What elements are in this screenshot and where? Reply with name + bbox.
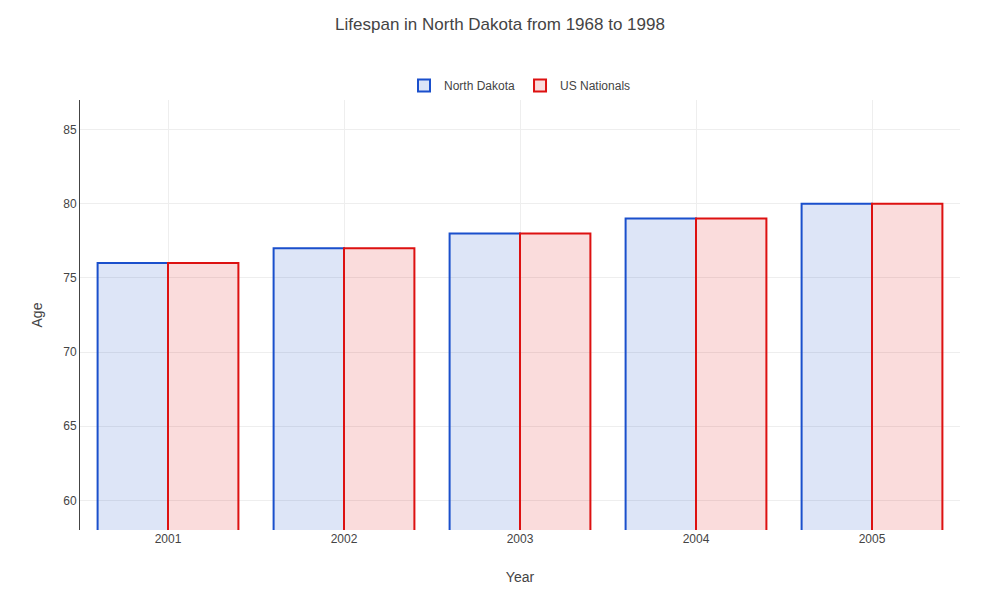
svg-text:Lifespan in North Dakota from: Lifespan in North Dakota from 1968 to 19… bbox=[335, 15, 665, 34]
svg-text:2002: 2002 bbox=[331, 532, 358, 546]
svg-text:2004: 2004 bbox=[683, 532, 710, 546]
svg-text:80: 80 bbox=[63, 197, 77, 211]
svg-text:2005: 2005 bbox=[859, 532, 886, 546]
svg-text:70: 70 bbox=[63, 345, 77, 359]
svg-text:75: 75 bbox=[63, 271, 77, 285]
svg-text:Age: Age bbox=[29, 302, 45, 327]
svg-text:2001: 2001 bbox=[155, 532, 182, 546]
svg-text:85: 85 bbox=[63, 123, 77, 137]
svg-text:60: 60 bbox=[63, 494, 77, 508]
svg-text:North Dakota: North Dakota bbox=[444, 79, 515, 93]
svg-text:65: 65 bbox=[63, 419, 77, 433]
svg-text:US Nationals: US Nationals bbox=[560, 79, 630, 93]
svg-text:2003: 2003 bbox=[507, 532, 534, 546]
svg-text:Year: Year bbox=[506, 569, 535, 585]
